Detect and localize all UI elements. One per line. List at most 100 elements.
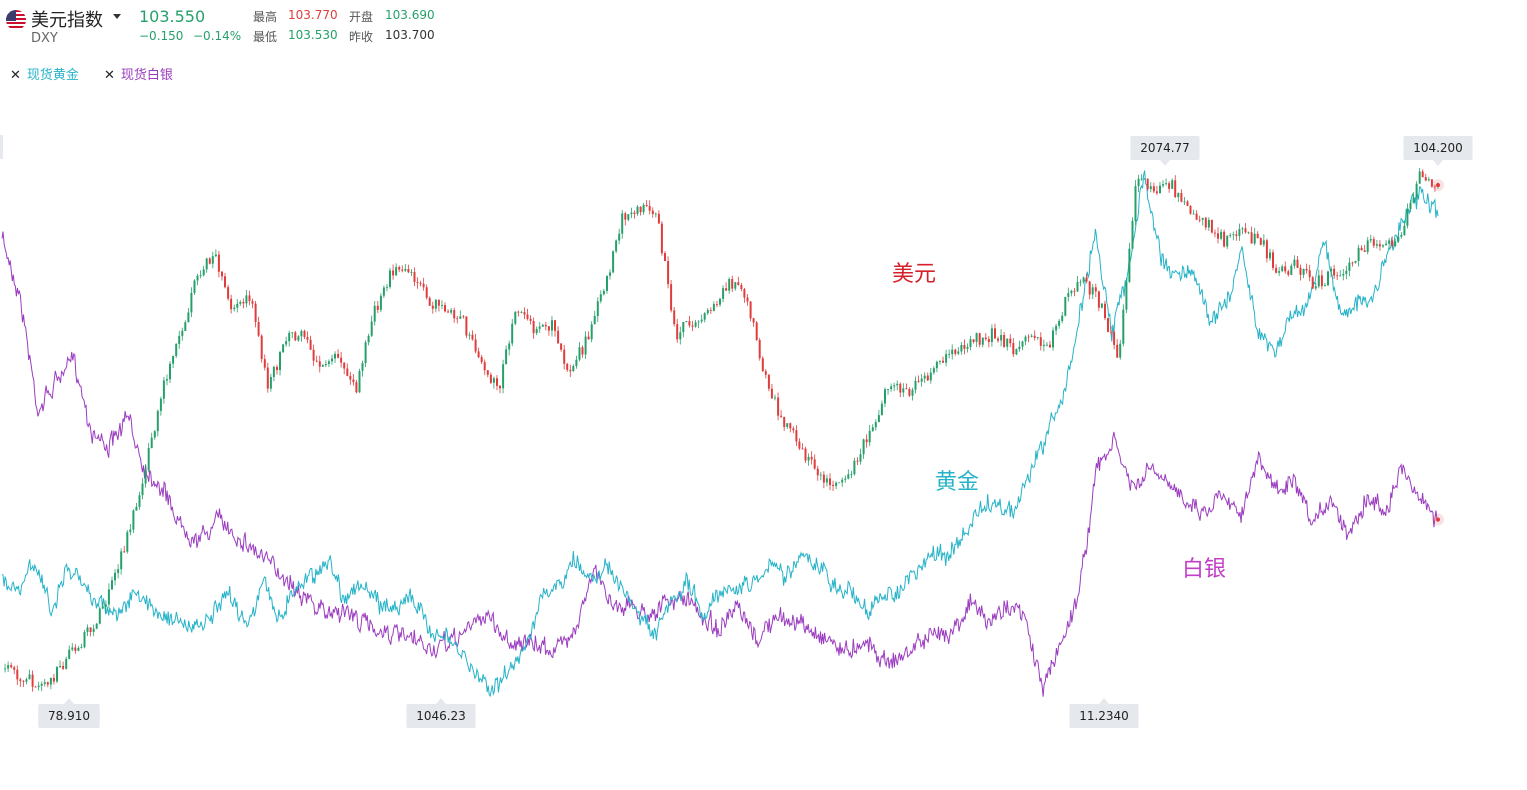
usd-candle <box>874 419 877 431</box>
usd-candle <box>887 389 889 395</box>
usd-candle <box>1409 199 1412 213</box>
usd-candle <box>172 355 175 368</box>
usd-candle <box>1229 233 1232 238</box>
usd-candle <box>783 416 786 431</box>
usd-candle <box>379 293 382 313</box>
usd-candle <box>1171 178 1174 190</box>
usd-candle <box>1357 244 1360 267</box>
usd-candle <box>737 276 740 286</box>
usd-candle <box>865 434 868 448</box>
usd-candle <box>856 457 859 466</box>
extreme-tag-text: 1046.23 <box>416 709 466 723</box>
usd-candle <box>612 250 615 274</box>
usd-candle <box>819 472 822 481</box>
usd-candle <box>83 629 86 649</box>
usd-candle <box>822 471 825 489</box>
usd-candle <box>832 480 834 491</box>
usd-candle <box>508 340 511 356</box>
usd-candle <box>774 394 776 401</box>
usd-candle <box>1345 265 1348 280</box>
usd-candle <box>578 342 581 362</box>
usd-candle <box>1244 223 1247 234</box>
usd-candle <box>1159 182 1161 194</box>
usd-candle <box>1024 335 1027 346</box>
usd-candle <box>520 310 523 314</box>
symbol-name[interactable]: 美元指数 <box>31 10 103 31</box>
usd-candle <box>975 332 978 348</box>
usd-candle <box>431 301 434 314</box>
usd-candle <box>309 335 312 351</box>
usd-candle <box>700 314 703 324</box>
usd-candle <box>425 284 428 300</box>
usd-candle <box>1104 300 1106 321</box>
usd-candle <box>1308 264 1311 282</box>
usd-candle <box>636 205 639 216</box>
usd-candle <box>1195 210 1198 221</box>
usd-candle <box>135 503 138 511</box>
usd-candle <box>902 383 905 397</box>
usd-candle <box>1000 329 1003 347</box>
usd-candle <box>624 211 627 226</box>
usd-candle <box>899 382 902 397</box>
usd-candle <box>334 351 336 363</box>
usd-candle <box>144 464 147 488</box>
usd-candle <box>1168 181 1171 193</box>
usd-candle <box>1223 229 1226 248</box>
usd-candle <box>657 210 660 224</box>
usd-candle <box>123 546 126 553</box>
usd-candles <box>4 167 1444 692</box>
legend-item-silver[interactable]: ✕ 现货白银 <box>104 64 173 83</box>
usd-candle <box>471 330 474 341</box>
usd-candle <box>939 360 941 365</box>
usd-candle <box>331 354 333 365</box>
close-icon[interactable]: ✕ <box>10 68 21 83</box>
usd-candle <box>673 307 676 327</box>
usd-candle <box>804 446 807 463</box>
usd-candle <box>1012 338 1015 357</box>
usd-candle <box>920 374 923 387</box>
usd-candle <box>602 289 605 296</box>
extreme-tag-text: 11.2340 <box>1079 709 1129 723</box>
usd-candle <box>1394 238 1397 248</box>
usd-candle <box>1433 184 1436 192</box>
legend-item-gold[interactable]: ✕ 现货黄金 <box>10 64 79 83</box>
usd-candle <box>1003 331 1006 348</box>
usd-candle <box>511 319 514 347</box>
usd-candle <box>584 331 587 359</box>
usd-candle <box>694 320 697 328</box>
usd-candle <box>1272 249 1274 271</box>
usd-candle <box>1269 248 1271 261</box>
usd-candle <box>963 339 966 355</box>
last-point-marker <box>1432 179 1444 192</box>
usd-candle <box>1174 175 1177 199</box>
usd-candle <box>615 239 618 254</box>
usd-candle <box>560 343 563 352</box>
close-icon[interactable]: ✕ <box>104 68 115 83</box>
usd-candle <box>514 311 517 326</box>
usd-candle <box>450 308 453 315</box>
usd-candle <box>703 312 706 323</box>
usd-candle <box>49 677 52 690</box>
usd-candle <box>1131 217 1134 250</box>
usd-candle <box>1299 264 1302 281</box>
usd-candle <box>761 356 764 372</box>
extreme-tag-text: 2074.77 <box>1140 141 1190 155</box>
usd-candle <box>1207 217 1210 231</box>
usd-candle <box>1116 339 1119 359</box>
usd-candle <box>300 329 303 342</box>
usd-candle <box>211 251 214 269</box>
extreme-tag-text: 78.910 <box>48 709 90 723</box>
usd-candle <box>496 375 498 391</box>
usd-candle <box>981 337 984 348</box>
usd-candle <box>1061 312 1064 324</box>
usd-candle <box>150 432 153 449</box>
usd-candle <box>807 453 810 466</box>
usd-candle <box>792 426 795 434</box>
usd-candle <box>609 269 611 280</box>
usd-candle <box>532 317 535 339</box>
usd-candle <box>95 622 98 630</box>
usd-candle <box>392 264 395 280</box>
chevron-down-icon[interactable] <box>113 14 121 19</box>
usd-candle <box>951 344 954 360</box>
